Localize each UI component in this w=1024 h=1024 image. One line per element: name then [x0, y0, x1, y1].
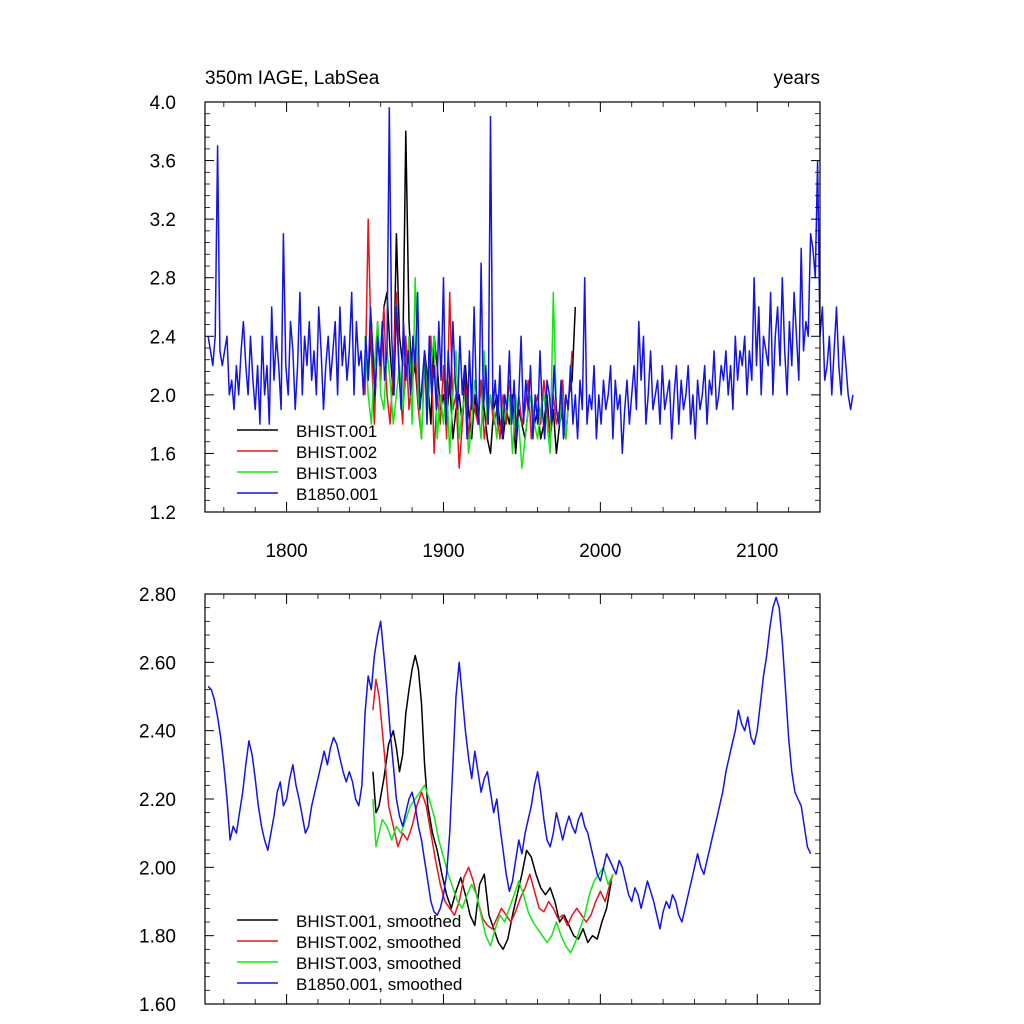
top-ytick-label: 2.8	[150, 269, 176, 290]
bottom-ytick-label: 2.60	[139, 653, 176, 674]
top-legend-label-bhist-003: BHIST.003	[296, 464, 377, 483]
bottom-plot-frame	[204, 593, 821, 1005]
top-ytick-label: 2.0	[150, 386, 176, 407]
top-xtick-label: 1900	[422, 541, 464, 562]
top-ytick-label: 4.0	[150, 93, 176, 114]
top-ytick-label: 2.4	[150, 327, 177, 348]
bottom-series-b1850-001-smoothed	[207, 596, 812, 930]
top-panel-units: years	[774, 68, 820, 89]
top-ytick-label: 3.2	[150, 210, 176, 231]
top-plot-frame	[204, 101, 821, 513]
bottom-ytick-label: 1.60	[139, 995, 176, 1016]
top-ytick-label: 1.2	[150, 503, 176, 524]
bottom-legend: BHIST.001, smoothed BHIST.002, smoothed BH…	[237, 912, 462, 994]
top-legend-label-bhist-002: BHIST.002	[296, 443, 377, 462]
top-ytick-label: 3.6	[150, 152, 176, 173]
bottom-ytick-label: 2.80	[139, 585, 176, 606]
bottom-legend-label-bhist-001-smoothed: BHIST.001, smoothed	[296, 912, 461, 931]
bottom-ytick-label: 2.40	[139, 722, 176, 743]
top-legend-label-bhist-001: BHIST.001	[296, 422, 377, 441]
bottom-series-bhist-003-smoothed	[372, 784, 614, 954]
bottom-ytick-label: 2.20	[139, 790, 176, 811]
top-series-group	[207, 107, 854, 469]
bottom-panel: BHIST.001, smoothed BHIST.002, smoothed BH…	[139, 585, 821, 1016]
bottom-series-group	[207, 596, 812, 954]
bottom-ytick-label: 2.00	[139, 858, 176, 879]
top-xtick-label: 1800	[265, 541, 307, 562]
bottom-legend-label-bhist-002-smoothed: BHIST.002, smoothed	[296, 933, 461, 952]
bottom-ytick-label: 1.80	[139, 927, 176, 948]
top-xtick-label: 2100	[736, 541, 778, 562]
top-ytick-label: 1.6	[150, 444, 176, 465]
top-panel-title: 350m IAGE, LabSea	[205, 68, 380, 89]
bottom-legend-label-b1850-001-smoothed: B1850.001, smoothed	[296, 975, 462, 994]
bottom-axis-ticks: 1.60 1.80 2.00 2.20 2.40 2.60 2.80	[139, 585, 821, 1016]
top-xtick-label: 2000	[579, 541, 621, 562]
top-series-b1850-001	[207, 107, 854, 455]
bottom-series-bhist-002-smoothed	[372, 678, 614, 930]
bottom-legend-label-bhist-003-smoothed: BHIST.003, smoothed	[296, 954, 461, 973]
top-panel: 350m IAGE, LabSea years BHIST.001BHIST.0…	[150, 68, 854, 562]
top-legend-label-b1850-001: B1850.001	[296, 485, 378, 504]
top-legend: BHIST.001 BHIST.002 BHIST.003 B1850.001	[237, 422, 378, 504]
